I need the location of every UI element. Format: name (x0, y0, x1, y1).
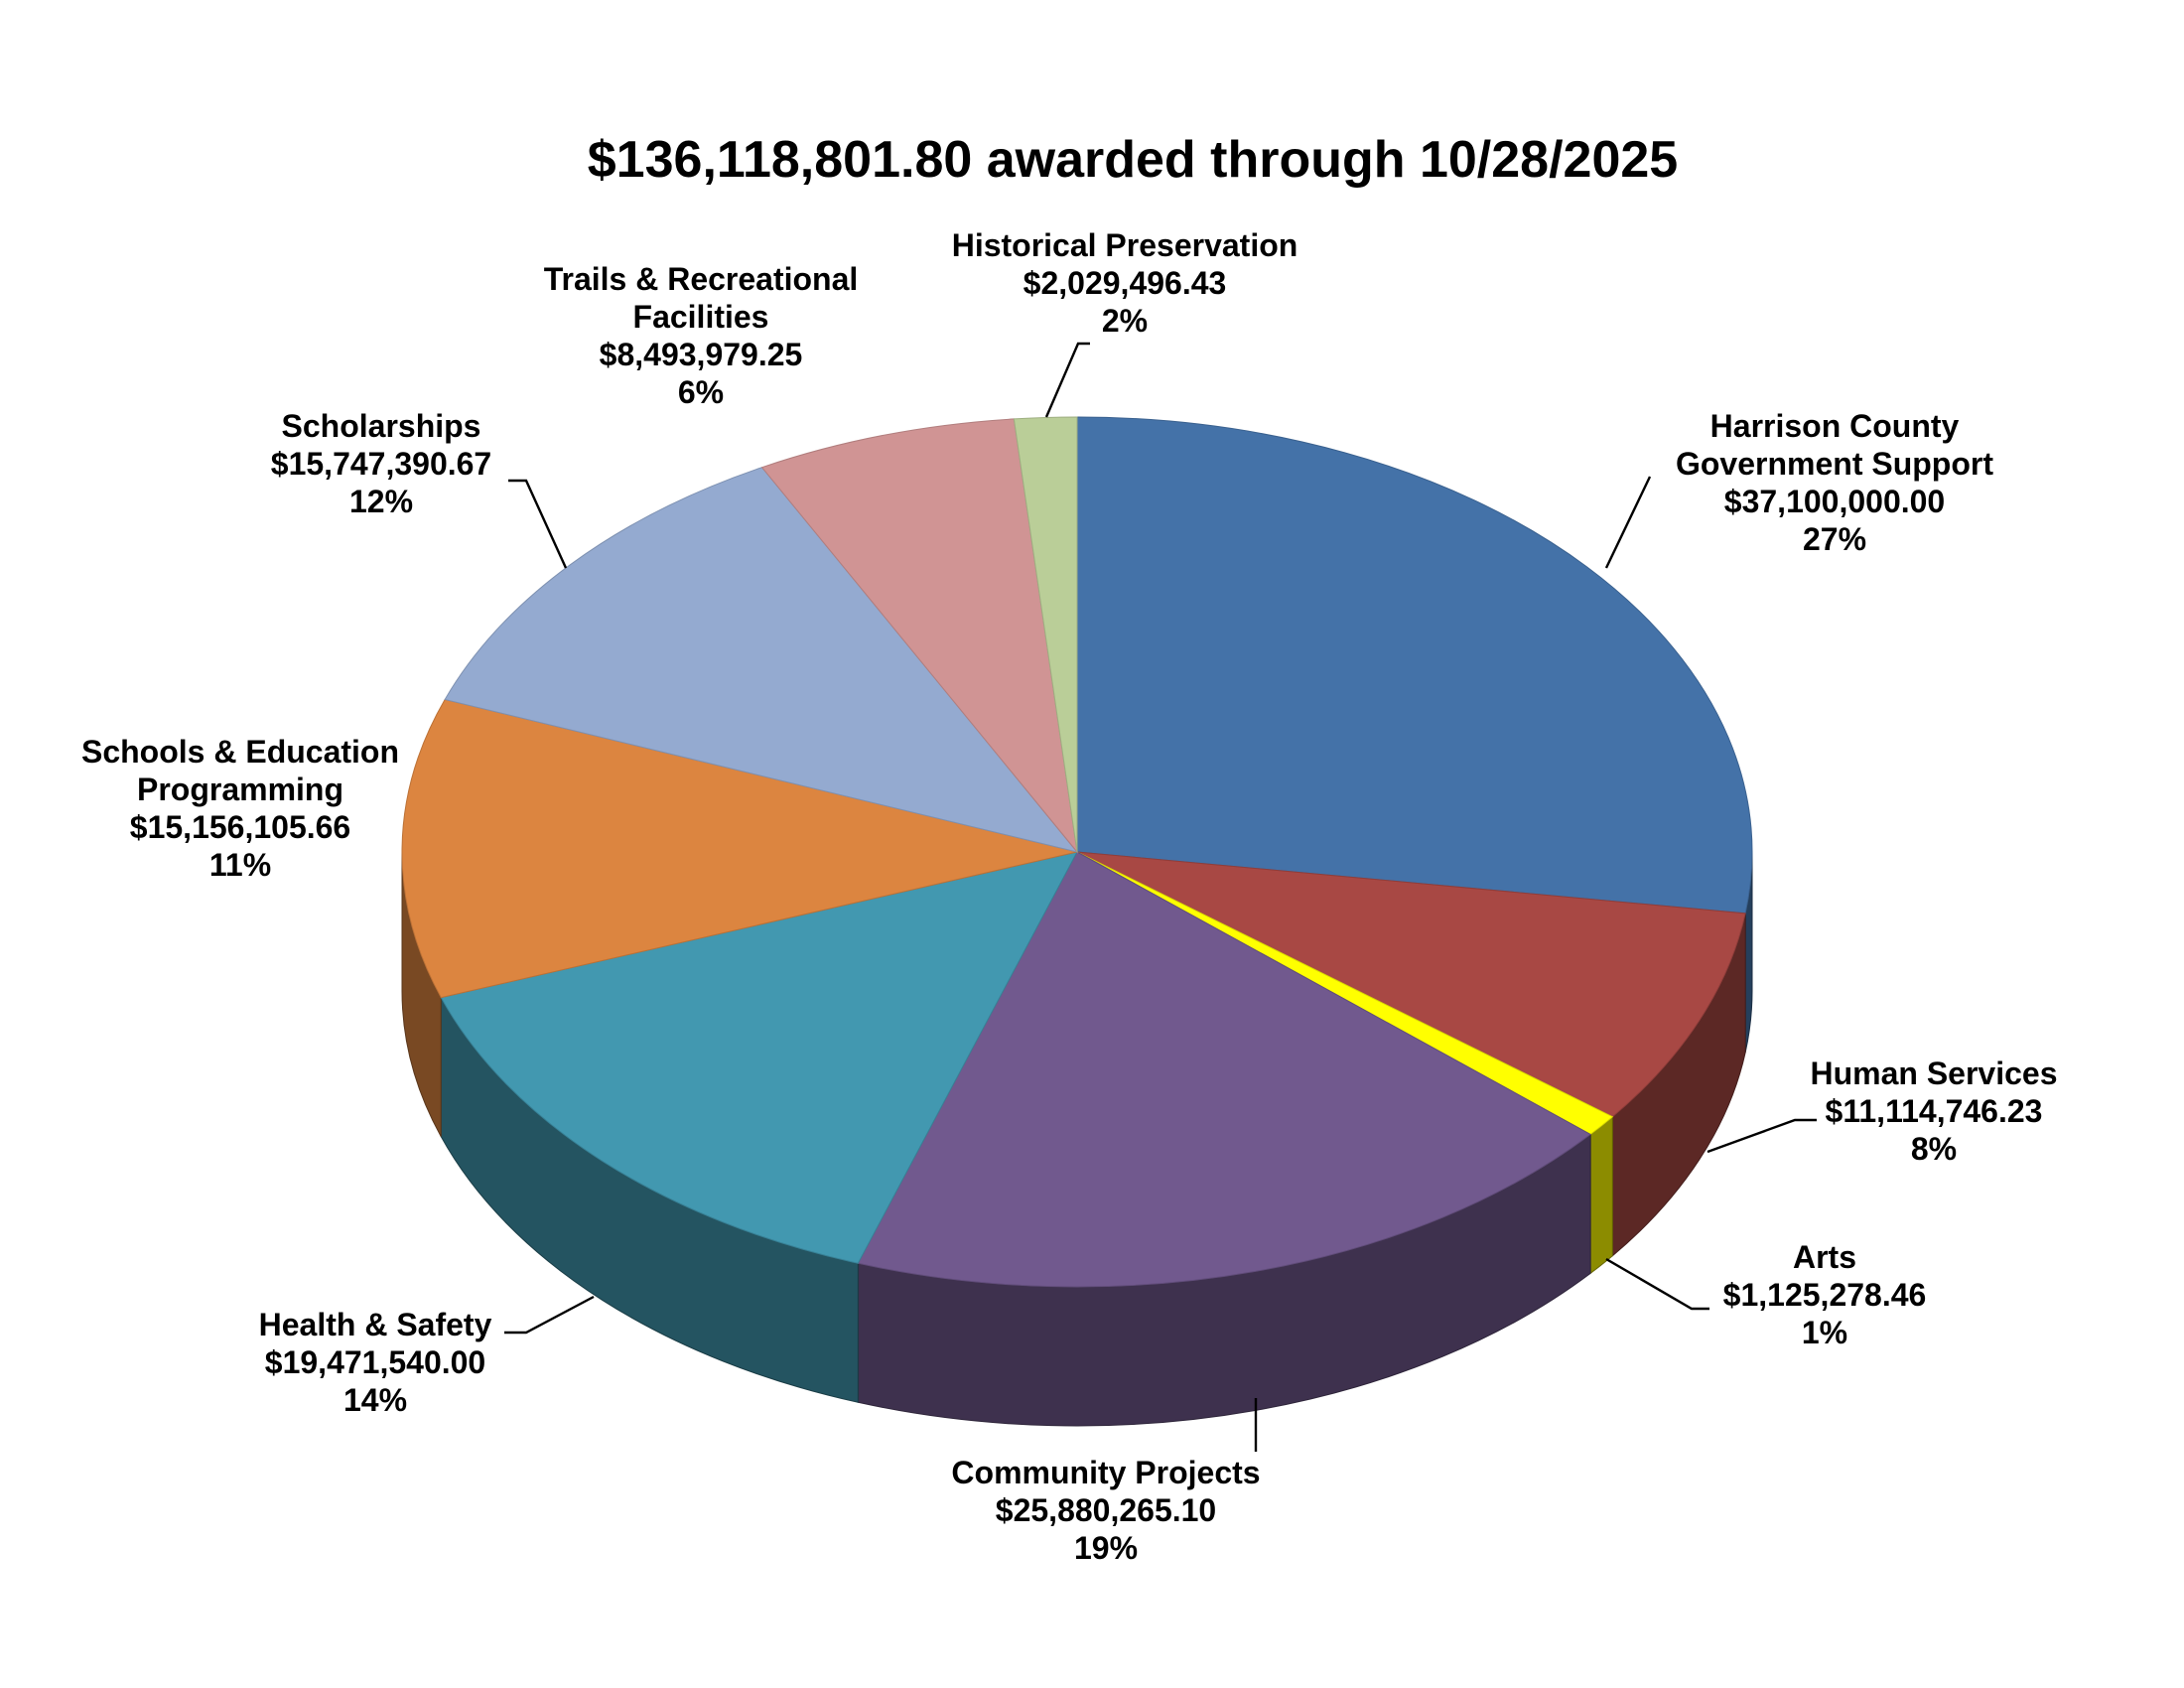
slice-4 (440, 851, 1078, 1264)
slice-1 (1076, 851, 1746, 1118)
slice-5 (401, 698, 1078, 999)
chart-title: $136,118,801.80 awarded through 10/28/20… (588, 131, 1678, 189)
slice-side-2 (1589, 1115, 1613, 1275)
slice-value-3: $25,880,265.10 (996, 1492, 1216, 1528)
leader-line-6 (508, 479, 568, 569)
slice-percent-6: 12% (349, 484, 413, 519)
leader-line-0 (1604, 476, 1652, 569)
slice-name-0-0: Harrison County (1710, 408, 1960, 444)
slice-label-1: Human Services$11,114,746.238% (1810, 1055, 2057, 1167)
slice-value-0: $37,100,000.00 (1724, 484, 1945, 519)
leader-line-2 (1605, 1257, 1709, 1311)
slice-value-5: $15,156,105.66 (130, 809, 350, 845)
slice-percent-5: 11% (209, 847, 271, 883)
slice-percent-4: 14% (343, 1382, 407, 1418)
slice-percent-8: 2% (1102, 303, 1148, 339)
slice-value-8: $2,029,496.43 (1024, 265, 1227, 301)
pie-tops (401, 416, 1753, 1288)
slice-value-2: $1,125,278.46 (1723, 1277, 1927, 1313)
slice-label-2: Arts$1,125,278.461% (1723, 1239, 1927, 1350)
slice-name-0-1: Government Support (1676, 446, 1993, 482)
slice-percent-7: 6% (678, 374, 724, 410)
slice-name-2-0: Arts (1793, 1239, 1856, 1275)
slice-value-1: $11,114,746.23 (1826, 1093, 2043, 1129)
slice-name-4-0: Health & Safety (259, 1307, 492, 1342)
slice-0 (1076, 416, 1753, 914)
leader-lines (504, 342, 1817, 1452)
slice-value-7: $8,493,979.25 (600, 337, 803, 372)
leader-line-1 (1706, 1118, 1817, 1154)
slice-label-8: Historical Preservation$2,029,496.432% (952, 227, 1298, 339)
slice-percent-3: 19% (1074, 1530, 1138, 1566)
slice-7 (760, 418, 1078, 854)
slice-label-7: Trails & RecreationalFacilities$8,493,97… (544, 261, 859, 410)
slice-value-6: $15,747,390.67 (271, 446, 491, 482)
slice-name-7-1: Facilities (633, 299, 769, 335)
slice-percent-2: 1% (1802, 1315, 1847, 1350)
slice-percent-0: 27% (1803, 521, 1866, 557)
leader-line-4 (504, 1295, 595, 1335)
slice-name-5-0: Schools & Education (81, 734, 399, 770)
slice-name-6-0: Scholarships (282, 408, 481, 444)
slice-6 (444, 467, 1079, 853)
slice-name-5-1: Programming (137, 772, 343, 807)
slice-name-3-0: Community Projects (951, 1455, 1260, 1490)
slice-value-4: $19,471,540.00 (265, 1344, 485, 1380)
leader-line-8 (1044, 342, 1090, 418)
slice-name-8-0: Historical Preservation (952, 227, 1298, 263)
slice-8 (1013, 416, 1078, 853)
slice-name-1-0: Human Services (1810, 1055, 2057, 1091)
slice-label-5: Schools & EducationProgramming$15,156,10… (81, 734, 399, 883)
slice-percent-1: 8% (1911, 1131, 1957, 1167)
slice-name-7-0: Trails & Recreational (544, 261, 859, 297)
slice-3 (857, 851, 1592, 1288)
